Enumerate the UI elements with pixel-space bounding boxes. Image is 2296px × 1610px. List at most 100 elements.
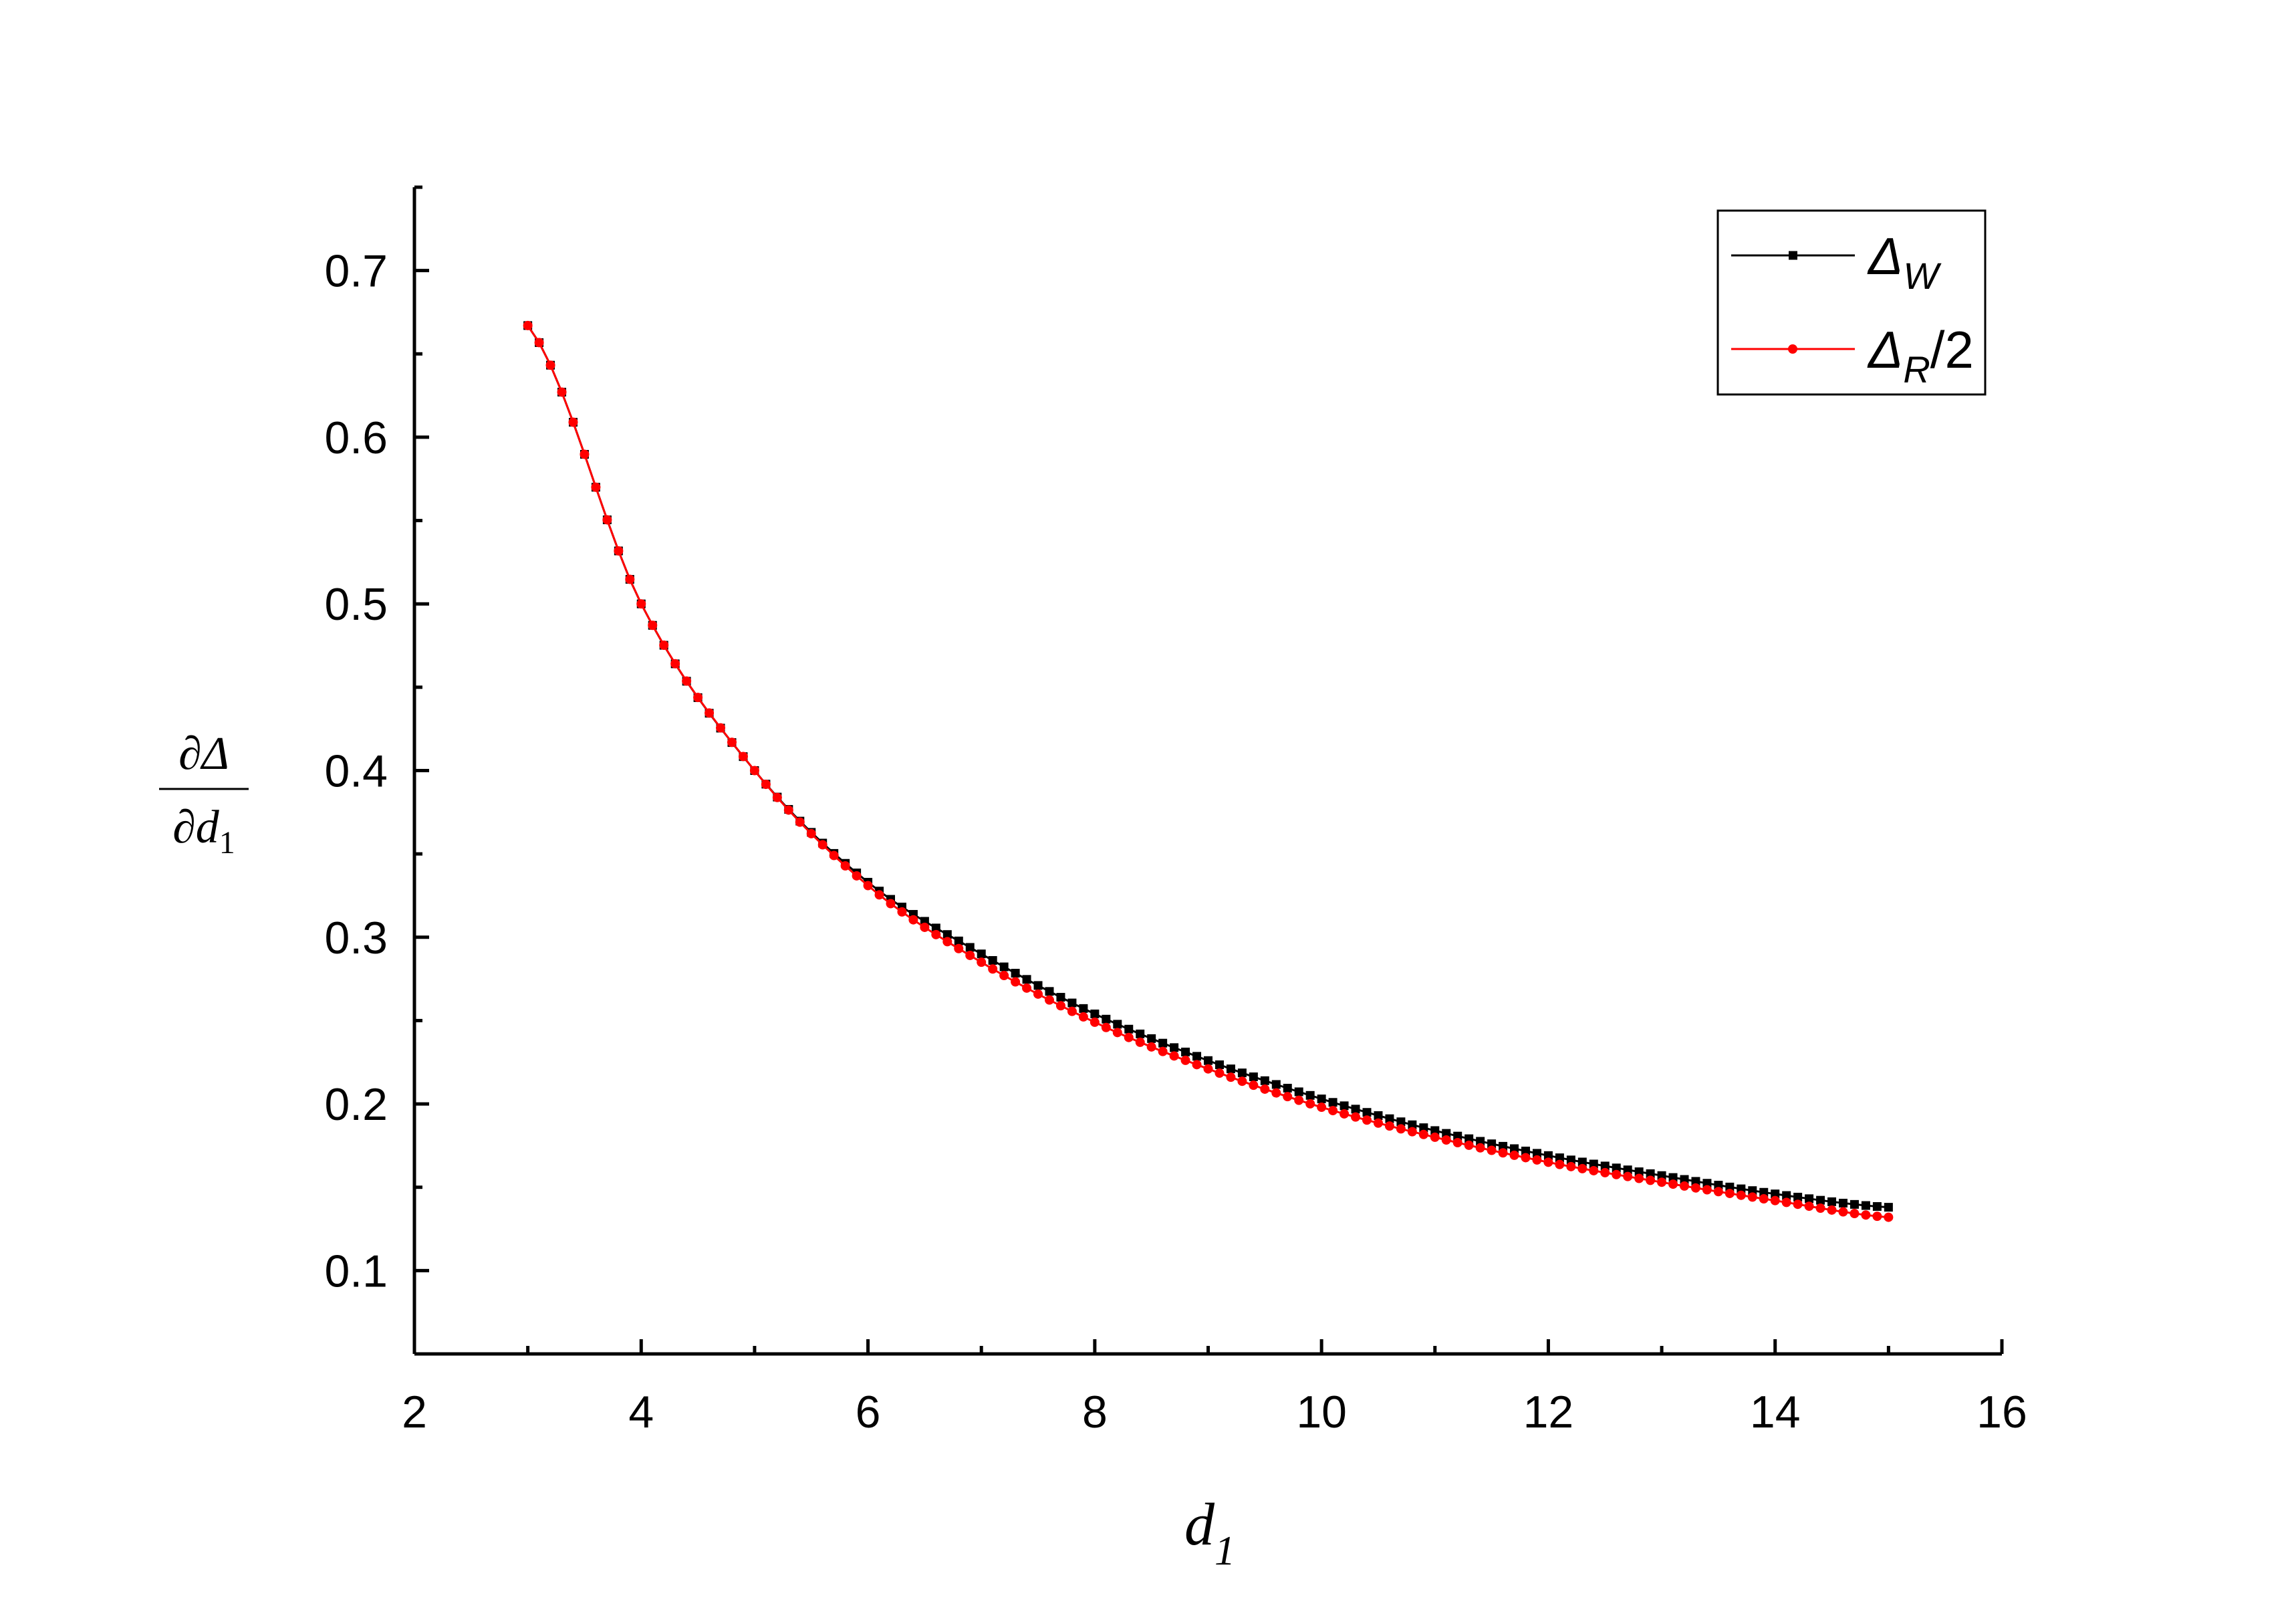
data-point-marker [1237, 1068, 1247, 1078]
x-tick-label: 4 [628, 1387, 654, 1438]
data-point-marker [1793, 1199, 1803, 1210]
data-point-marker [602, 515, 612, 525]
data-point-marker [1487, 1145, 1497, 1155]
data-point-marker [1872, 1212, 1882, 1222]
data-point-marker [1362, 1115, 1372, 1125]
legend-label: ΔR/2 [1867, 320, 1974, 390]
data-point-marker [591, 482, 601, 492]
data-point-marker [1521, 1153, 1531, 1163]
data-point-marker [1759, 1194, 1769, 1204]
data-point-marker [1283, 1092, 1293, 1102]
data-point-marker [1033, 989, 1043, 999]
data-point-marker [1113, 1020, 1122, 1029]
data-point-marker [1793, 1192, 1803, 1201]
data-point-marker [1713, 1187, 1723, 1197]
data-point-marker [954, 943, 964, 953]
data-point-marker [1521, 1147, 1530, 1156]
data-point-marker [1827, 1205, 1837, 1215]
data-point-marker [1294, 1087, 1303, 1097]
data-point-marker [1136, 1029, 1145, 1038]
data-point-marker [1317, 1095, 1326, 1104]
data-point-marker [988, 955, 997, 965]
data-point-marker [1623, 1165, 1632, 1175]
y-tick-label: 0.3 [324, 913, 388, 963]
data-point-marker [1872, 1201, 1882, 1211]
data-point-marker [1226, 1072, 1236, 1082]
data-point-marker [1385, 1114, 1394, 1123]
y-axis-title: ∂Δ ∂d1 [159, 728, 249, 860]
data-point-marker [1452, 1138, 1462, 1148]
x-tick-label: 16 [1976, 1387, 2027, 1438]
data-point-marker [806, 828, 816, 838]
y-tick-label: 0.5 [324, 579, 388, 630]
data-point-marker [727, 737, 737, 748]
data-point-marker [1351, 1112, 1361, 1122]
data-point-marker [1204, 1056, 1213, 1065]
data-point-marker [1384, 1121, 1394, 1131]
data-point-marker [977, 949, 986, 959]
data-point-marker [1351, 1105, 1360, 1114]
data-point-marker [795, 817, 805, 827]
data-point-marker [1566, 1155, 1575, 1165]
data-point-marker [1102, 1014, 1111, 1024]
data-point-marker [1600, 1167, 1610, 1177]
data-point-marker [1861, 1210, 1871, 1220]
data-point-marker [1781, 1197, 1791, 1208]
data-point-marker [682, 676, 692, 686]
data-point-marker [1305, 1099, 1315, 1109]
data-point-marker [863, 881, 873, 891]
data-point-marker [1725, 1182, 1735, 1191]
series-line [527, 325, 1889, 1209]
data-point-marker [1340, 1109, 1350, 1119]
y-tick-label: 0.4 [324, 746, 388, 797]
data-point-marker [1396, 1124, 1406, 1134]
y-tick-label: 0.6 [324, 413, 388, 463]
data-point-marker [1815, 1203, 1825, 1214]
data-point-marker [988, 964, 998, 974]
data-point-marker [965, 943, 975, 952]
data-point-marker [954, 936, 963, 945]
data-point-marker [1226, 1064, 1235, 1074]
data-point-marker [1555, 1159, 1565, 1169]
data-point-marker [1305, 1090, 1315, 1100]
data-point-marker [1612, 1163, 1621, 1173]
data-point-marker [1577, 1163, 1587, 1173]
data-point-marker [1045, 995, 1054, 1005]
data-point-marker [1759, 1187, 1769, 1197]
data-point-marker [1668, 1179, 1678, 1189]
data-point-marker [534, 338, 544, 348]
data-point-marker [920, 922, 930, 932]
data-point-marker [1362, 1108, 1372, 1117]
data-point-marker [1260, 1076, 1269, 1085]
data-point-marker [1328, 1098, 1337, 1107]
data-point-marker [659, 640, 669, 650]
series-layer [523, 320, 1894, 1222]
data-point-marker [1509, 1150, 1519, 1160]
data-point-marker [1657, 1171, 1666, 1180]
data-point-marker [523, 320, 533, 330]
data-point-marker [1215, 1060, 1224, 1070]
data-point-marker [1146, 1042, 1156, 1052]
data-point-marker [1011, 969, 1020, 978]
data-point-marker [965, 950, 975, 960]
x-axis-title: d1 [1184, 1492, 1235, 1574]
data-point-marker [1192, 1060, 1202, 1070]
data-point-marker [1192, 1052, 1202, 1061]
data-point-marker [1747, 1192, 1757, 1202]
data-point-marker [1418, 1129, 1428, 1139]
data-point-marker [738, 752, 748, 762]
data-point-marker [1646, 1169, 1655, 1178]
data-point-marker [1510, 1144, 1519, 1153]
data-point-marker [761, 780, 771, 790]
data-point-marker [1543, 1157, 1553, 1167]
data-point-marker [1249, 1080, 1259, 1090]
data-point-marker [1668, 1173, 1678, 1182]
x-tick-label: 2 [402, 1387, 427, 1438]
y-tick-label: 0.1 [324, 1246, 388, 1296]
y-axis-title-numerator: ∂Δ [178, 728, 229, 780]
data-point-marker [1532, 1149, 1541, 1158]
data-point-marker [852, 871, 862, 881]
data-point-marker [1690, 1183, 1700, 1193]
data-point-marker [1861, 1201, 1870, 1210]
data-point-marker [1476, 1137, 1485, 1146]
